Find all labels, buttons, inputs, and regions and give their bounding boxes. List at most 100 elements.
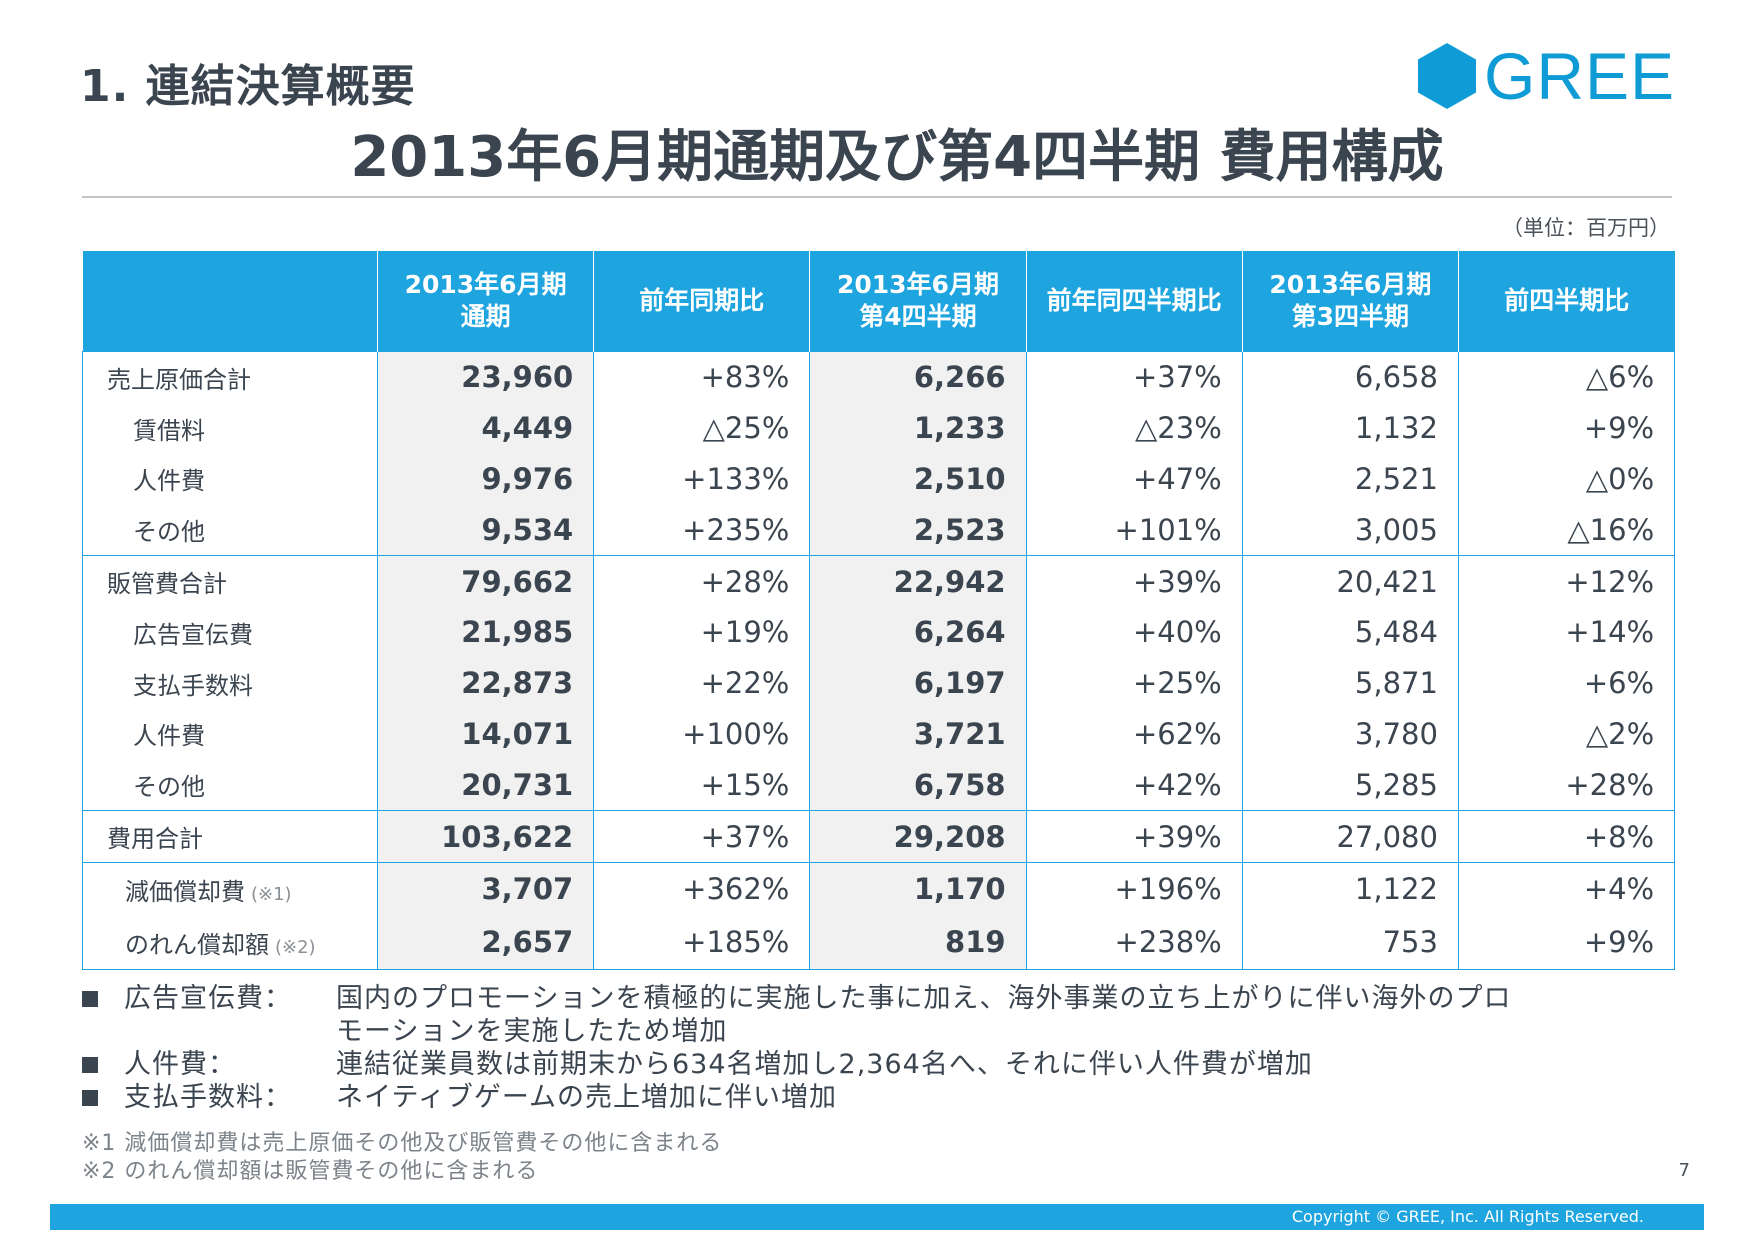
bullet-item: 人件費： 連結従業員数は前期末から634名増加し2,364名へ、それに伴い人件費…: [82, 1048, 1682, 1081]
header-yoy: 前年同期比: [593, 251, 810, 352]
table-cell: +9%: [1457, 402, 1676, 454]
table-cell: +62%: [1025, 708, 1243, 760]
table-cell: +9%: [1457, 915, 1676, 970]
table-cell: 6,758: [809, 759, 1027, 811]
row-label-text: 費用合計: [107, 825, 203, 854]
table-cell: 3,721: [809, 708, 1027, 760]
table-cell: △0%: [1457, 453, 1676, 505]
bullet-text: 国内のプロモーションを積極的に実施した事に加え、海外事業の立ち上がりに伴い海外の…: [336, 983, 1512, 1047]
table-cell: +196%: [1025, 861, 1243, 916]
row-label: のれん償却額 (※2): [82, 915, 378, 970]
table-row: 人件費 9,976 +133% 2,510 +47% 2,521 △0%: [82, 453, 1676, 505]
table-cell: +22%: [593, 657, 810, 709]
header-fy-full: 2013年6月期 通期: [376, 251, 594, 352]
row-label: 賃借料: [82, 402, 378, 454]
bullet-item: 支払手数料： ネイティブゲームの売上増加に伴い増加: [82, 1081, 1682, 1114]
table-cell: +39%: [1025, 810, 1243, 863]
table-cell: +28%: [1457, 759, 1676, 811]
table-row: 広告宣伝費 21,985 +19% 6,264 +40% 5,484 +14%: [82, 606, 1676, 658]
table-cell: 2,510: [809, 453, 1027, 505]
footnotes: ※1 減価償却費は売上原価その他及び販管費その他に含まれる ※2 のれん償却額は…: [82, 1130, 722, 1186]
page-title: 2013年6月期通期及び第4四半期 費用構成: [350, 125, 1444, 190]
table-cell: +37%: [593, 810, 810, 863]
footnote-ref: (※2): [275, 936, 316, 958]
table-cell: 2,657: [376, 915, 594, 970]
row-label-text: その他: [133, 773, 205, 802]
page-number: 7: [1678, 1160, 1690, 1181]
footnote-ref: (※1): [251, 883, 292, 905]
table-cell: △23%: [1025, 402, 1243, 454]
table-cell: 6,266: [809, 350, 1027, 403]
table-cell: 29,208: [809, 810, 1027, 863]
table-cell: +47%: [1025, 453, 1243, 505]
bullet-item: 広告宣伝費： 国内のプロモーションを積極的に実施した事に加え、海外事業の立ち上が…: [82, 982, 1682, 1048]
row-label: 広告宣伝費: [82, 606, 378, 658]
table-cell: 5,484: [1241, 606, 1459, 658]
table-row: その他 9,534 +235% 2,523 +101% 3,005 △16%: [82, 504, 1676, 556]
table-cell: +185%: [593, 915, 810, 970]
table-cell: +8%: [1457, 810, 1676, 863]
table-row: 販管費合計 79,662 +28% 22,942 +39% 20,421 +12%: [82, 555, 1676, 607]
row-label-text: 減価償却費: [125, 877, 245, 906]
row-label-text: 人件費: [133, 722, 205, 751]
commentary-list: 広告宣伝費： 国内のプロモーションを積極的に実施した事に加え、海外事業の立ち上が…: [82, 982, 1682, 1114]
table-cell: +37%: [1025, 350, 1243, 403]
table-cell: 9,976: [376, 453, 594, 505]
table-cell: 79,662: [376, 555, 594, 607]
table-cell: 753: [1241, 915, 1459, 970]
row-label-text: のれん償却額: [125, 930, 269, 959]
header-q4: 2013年6月期 第4四半期: [809, 251, 1027, 352]
cost-table: 2013年6月期 通期 前年同期比 2013年6月期 第4四半期 前年同四半期比 2…: [82, 251, 1676, 970]
table-row: その他 20,731 +15% 6,758 +42% 5,285 +28%: [82, 759, 1676, 811]
table-cell: +15%: [593, 759, 810, 811]
header-label-col: [82, 251, 378, 352]
table-cell: 20,421: [1241, 555, 1459, 607]
table-cell: 1,233: [809, 402, 1027, 454]
bullet-square-icon: [82, 1090, 98, 1106]
table-cell: +238%: [1025, 915, 1243, 970]
header-q3: 2013年6月期 第3四半期: [1241, 251, 1459, 352]
table-cell: +25%: [1025, 657, 1243, 709]
table-cell: 103,622: [376, 810, 594, 863]
section-title: 1. 連結決算概要: [80, 61, 416, 112]
bullet-text: ネイティブゲームの売上増加に伴い増加: [336, 1082, 838, 1113]
table-cell: +19%: [593, 606, 810, 658]
table-cell: △6%: [1457, 350, 1676, 403]
table-cell: △25%: [593, 402, 810, 454]
table-cell: 819: [809, 915, 1027, 970]
table-cell: 1,122: [1241, 861, 1459, 916]
hexagon-icon: [1418, 43, 1476, 109]
row-label: 人件費: [82, 453, 378, 505]
table-cell: 21,985: [376, 606, 594, 658]
table-cell: 6,264: [809, 606, 1027, 658]
table-cell: +235%: [593, 504, 810, 556]
table-cell: 4,449: [376, 402, 594, 454]
table-cell: +40%: [1025, 606, 1243, 658]
row-label-text: 広告宣伝費: [133, 620, 253, 649]
row-label: 人件費: [82, 708, 378, 760]
bullet-key: 支払手数料：: [124, 1082, 292, 1113]
unit-note: （単位：百万円）: [1502, 216, 1670, 240]
table-body: 売上原価合計 23,960 +83% 6,266 +37% 6,658 △6% 賃借料 4,44…: [82, 350, 1676, 970]
table-cell: 22,873: [376, 657, 594, 709]
footnote-1: ※1 減価償却費は売上原価その他及び販管費その他に含まれる: [82, 1131, 723, 1156]
table-cell: 2,523: [809, 504, 1027, 556]
table-cell: 3,005: [1241, 504, 1459, 556]
row-label: その他: [82, 504, 378, 556]
table-header-row: 2013年6月期 通期 前年同期比 2013年6月期 第4四半期 前年同四半期比 2…: [82, 251, 1675, 352]
row-label-text: 支払手数料: [133, 671, 253, 700]
bullet-square-icon: [82, 991, 98, 1007]
table-cell: 3,780: [1241, 708, 1459, 760]
table-cell: 1,170: [809, 861, 1027, 916]
table-cell: 22,942: [809, 555, 1027, 607]
table-cell: +6%: [1457, 657, 1676, 709]
logo-text: GREE: [1484, 39, 1676, 113]
table-row: 人件費 14,071 +100% 3,721 +62% 3,780 △2%: [82, 708, 1676, 760]
copyright-bar: Copyright © GREE, Inc. All Rights Reserv…: [50, 1204, 1704, 1230]
bullet-square-icon: [82, 1057, 98, 1073]
table-cell: △16%: [1457, 504, 1676, 556]
row-label-text: 販管費合計: [107, 570, 227, 599]
row-label-text: 賃借料: [133, 416, 205, 445]
table-cell: +100%: [593, 708, 810, 760]
header-qoq: 前四半期比: [1457, 251, 1675, 352]
